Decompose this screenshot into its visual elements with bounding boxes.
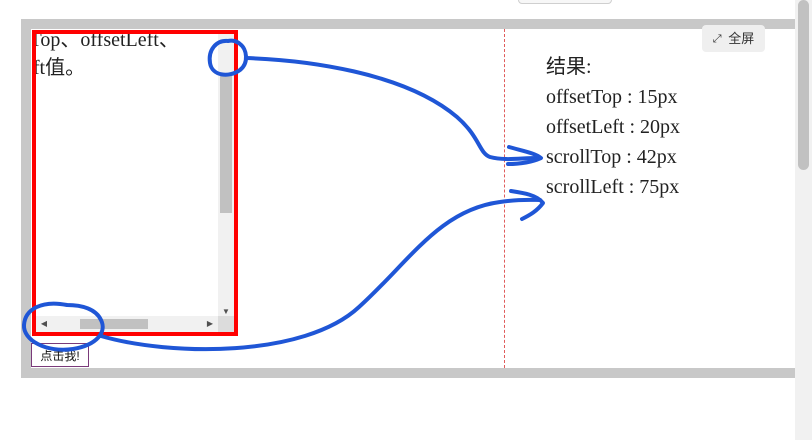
scroll-left-result: scrollLeft : 75px	[546, 176, 680, 198]
scroll-box-text-line-1: tTop、offsetLeft、	[32, 30, 179, 51]
scroll-right-arrow-icon[interactable]: ▶	[206, 319, 214, 328]
scroll-corner	[218, 316, 234, 332]
click-me-button[interactable]: 点击我!	[31, 343, 89, 367]
page-scrollbar[interactable]	[795, 0, 812, 440]
results-title: 结果:	[546, 56, 592, 78]
results-panel: 结果: offsetTop : 15px offsetLeft : 20px s…	[546, 52, 776, 202]
scroll-left-arrow-icon[interactable]: ◀	[40, 319, 48, 328]
scroll-box-text-line-2: eft值。	[32, 57, 86, 79]
offset-top-result: offsetTop : 15px	[546, 86, 678, 108]
vertical-scrollbar[interactable]: ▼	[218, 34, 234, 320]
horizontal-scroll-thumb[interactable]	[80, 319, 148, 329]
page-scroll-thumb[interactable]	[798, 0, 809, 170]
scroll-top-result: scrollTop : 42px	[546, 146, 677, 168]
scroll-box[interactable]: tTop、offsetLeft、 eft值。 ▼ ◀ ▶	[32, 30, 238, 336]
vertical-scroll-thumb[interactable]	[220, 73, 232, 213]
fullscreen-button[interactable]: ⤢ 全屏	[702, 25, 765, 52]
fullscreen-label: 全屏	[728, 31, 755, 46]
expand-icon: ⤢	[712, 33, 722, 45]
offset-left-result: offsetLeft : 20px	[546, 116, 681, 138]
scroll-content: tTop、offsetLeft、 eft值。	[32, 30, 234, 82]
top-tab-remnant	[518, 0, 612, 4]
horizontal-scrollbar[interactable]: ◀ ▶	[36, 316, 218, 332]
divider-line	[504, 29, 505, 368]
